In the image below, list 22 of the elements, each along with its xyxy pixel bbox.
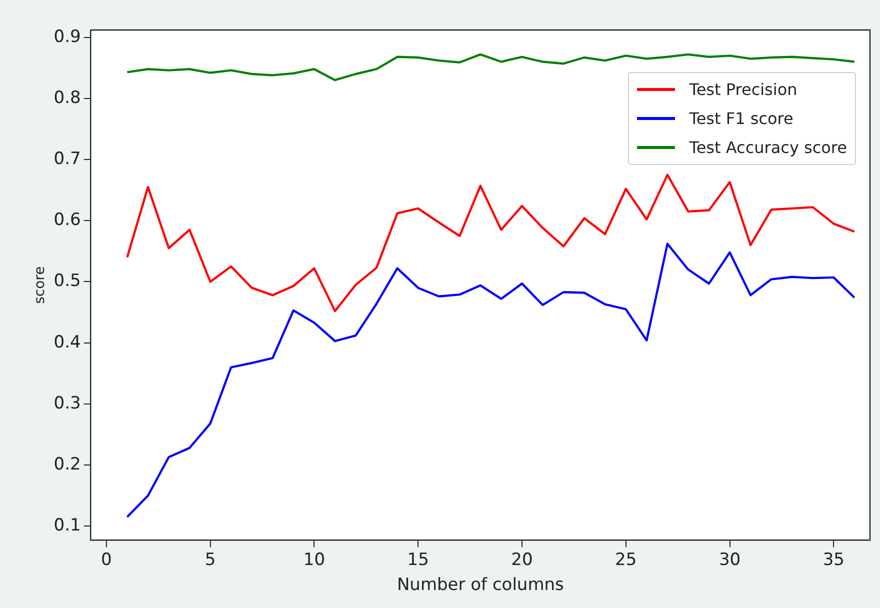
x-axis-title: Number of columns (396, 575, 564, 596)
x-tick-label: 35 (822, 550, 844, 570)
y-axis-title: score (32, 266, 48, 304)
legend-label: Test Accuracy score (689, 138, 847, 157)
y-tick-label: 0.1 (54, 516, 81, 536)
x-tick-label: 5 (204, 550, 216, 570)
y-tick-label: 0.3 (54, 393, 81, 414)
legend-label: Test F1 score (689, 109, 794, 128)
y-tick-label: 0.2 (54, 454, 81, 474)
x-tick-label: 20 (511, 550, 533, 570)
x-tick-label: 0 (101, 550, 112, 570)
y-tick-label: 0.6 (54, 210, 81, 230)
x-tick-label: 25 (615, 550, 637, 570)
y-tick-label: 0.5 (54, 271, 81, 292)
y-tick-label: 0.4 (54, 332, 81, 352)
x-tick-label: 30 (718, 550, 741, 570)
x-tick-label: 10 (303, 550, 326, 570)
x-tick-label: 15 (407, 550, 429, 570)
y-tick-label: 0.9 (54, 26, 81, 47)
legend-label: Test Precision (689, 80, 798, 99)
y-tick-label: 0.7 (54, 148, 81, 169)
y-tick-label: 0.8 (54, 88, 81, 108)
